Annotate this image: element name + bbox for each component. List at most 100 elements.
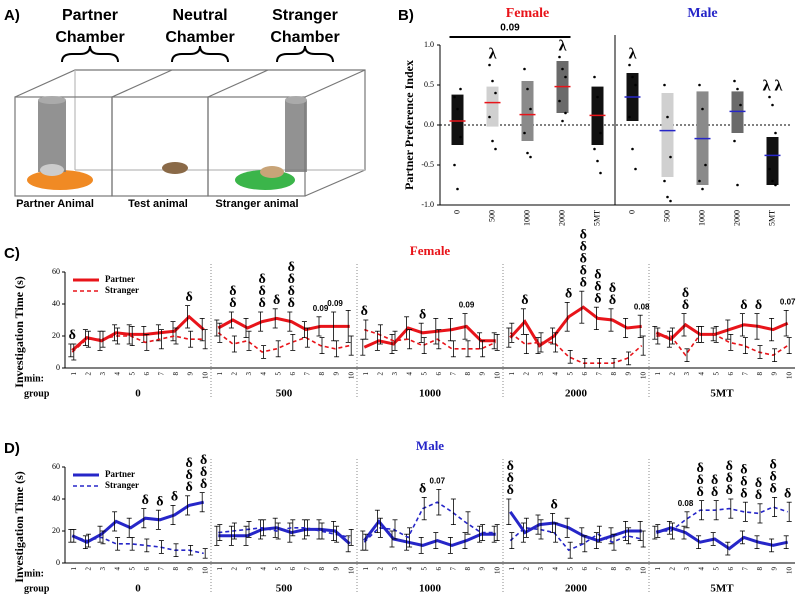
range-bar xyxy=(521,81,534,141)
minute-label: 8 xyxy=(464,567,472,571)
data-point xyxy=(558,99,561,103)
legend-label: Partner xyxy=(105,469,135,479)
minute-label: 3 xyxy=(391,372,399,376)
minute-label: 8 xyxy=(464,372,472,376)
significance-mark: δ xyxy=(200,453,207,468)
minute-label: 3 xyxy=(683,567,691,571)
minute-label: 5 xyxy=(420,567,428,571)
significance-mark: δ xyxy=(550,498,557,513)
significance-mark: δ xyxy=(726,459,733,474)
significance-mark: δ xyxy=(711,473,718,488)
minute-label: 3 xyxy=(683,372,691,376)
data-point xyxy=(523,67,526,71)
y-tick-label: 0.5 xyxy=(424,80,434,89)
significance-mark: δ xyxy=(258,272,265,287)
data-point xyxy=(733,79,736,83)
minute-label: 5 xyxy=(128,372,136,376)
minute-label: 9 xyxy=(187,567,195,571)
panel-label: D) xyxy=(4,440,20,457)
minute-label: 10 xyxy=(785,372,793,380)
significance-mark: δ xyxy=(580,227,587,242)
minute-label: 3 xyxy=(537,567,545,571)
minute-label: 6 xyxy=(435,567,443,571)
minute-label: 9 xyxy=(187,372,195,376)
minute-label: 7 xyxy=(304,567,312,571)
minute-label: 9 xyxy=(479,567,487,571)
significance-mark: δ xyxy=(740,298,747,313)
chamber-label: Chamber xyxy=(55,29,124,46)
chamber-label: Chamber xyxy=(270,29,339,46)
y-tick-label: -1.0 xyxy=(421,200,434,209)
significance-mark: δ xyxy=(682,298,689,313)
minute-label: 9 xyxy=(625,567,633,571)
minute-label: 3 xyxy=(99,567,107,571)
significance-mark: δ xyxy=(580,275,587,290)
data-point xyxy=(523,131,526,135)
minute-label: 8 xyxy=(610,567,618,571)
minute-label: 3 xyxy=(245,372,253,376)
group-label: 1000 xyxy=(419,583,442,595)
x-tick-label: 0 xyxy=(627,210,636,214)
cylinder-top xyxy=(285,96,307,104)
y-tick-label: 0.0 xyxy=(424,120,434,129)
significance-mark: δ xyxy=(696,485,703,500)
series-line xyxy=(363,324,496,349)
minute-label: 8 xyxy=(318,372,326,376)
legend-label: Stranger xyxy=(105,480,139,490)
data-point xyxy=(669,199,672,203)
significance-mark: δ xyxy=(185,480,192,495)
chamber-label: Neutral xyxy=(172,7,227,24)
data-point xyxy=(488,63,491,67)
significance-mark: δ xyxy=(288,272,295,287)
minute-label: 7 xyxy=(304,372,312,376)
x-row-label: min: xyxy=(24,568,44,579)
minute-label: 4 xyxy=(406,372,414,376)
minute-label: 6 xyxy=(143,567,151,571)
minute-label: 2 xyxy=(523,567,531,571)
significance-mark: δ xyxy=(507,483,514,498)
data-point xyxy=(599,131,602,135)
data-point xyxy=(596,95,599,99)
significance-mark: δ xyxy=(580,251,587,266)
significance-mark: λ λ xyxy=(763,78,783,95)
data-point xyxy=(494,147,497,151)
minute-label: 6 xyxy=(581,567,589,571)
y-axis-label: Investigation Time (s) xyxy=(12,471,26,583)
minute-label: 8 xyxy=(172,372,180,376)
minute-label: 2 xyxy=(523,372,531,376)
minute-label: 6 xyxy=(581,372,589,376)
data-point xyxy=(739,103,742,107)
minute-label: 9 xyxy=(771,372,779,376)
group-label: 5MT xyxy=(710,388,734,400)
cylinder xyxy=(38,100,66,172)
significance-mark: δ xyxy=(726,483,733,498)
cylinder-top xyxy=(38,96,66,104)
significance-mark: δ xyxy=(273,293,280,308)
minute-label: 9 xyxy=(625,372,633,376)
data-point xyxy=(596,159,599,163)
x-tick-label: 0 xyxy=(452,210,461,214)
y-tick-label: -0.5 xyxy=(421,160,434,169)
series-line xyxy=(71,314,205,352)
series-line xyxy=(509,510,642,543)
significance-mark: δ xyxy=(769,470,776,485)
significance-mark: δ xyxy=(507,459,514,474)
data-point xyxy=(666,195,669,199)
chamber-label: Chamber xyxy=(165,29,234,46)
minute-label: 5 xyxy=(712,567,720,571)
minute-label: 1 xyxy=(70,372,78,376)
minute-label: 10 xyxy=(493,372,501,380)
significance-mark: δ xyxy=(769,458,776,473)
data-point xyxy=(704,163,707,167)
minute-label: 1 xyxy=(216,372,224,376)
significance-mark: δ xyxy=(769,482,776,497)
group-label: 500 xyxy=(276,388,293,400)
series-line xyxy=(509,305,642,348)
minute-label: 6 xyxy=(289,372,297,376)
significance-mark: δ xyxy=(419,307,426,322)
minute-label: 4 xyxy=(406,567,414,571)
series-line xyxy=(363,501,496,543)
braces xyxy=(61,45,334,63)
partner-mouse xyxy=(40,164,64,176)
